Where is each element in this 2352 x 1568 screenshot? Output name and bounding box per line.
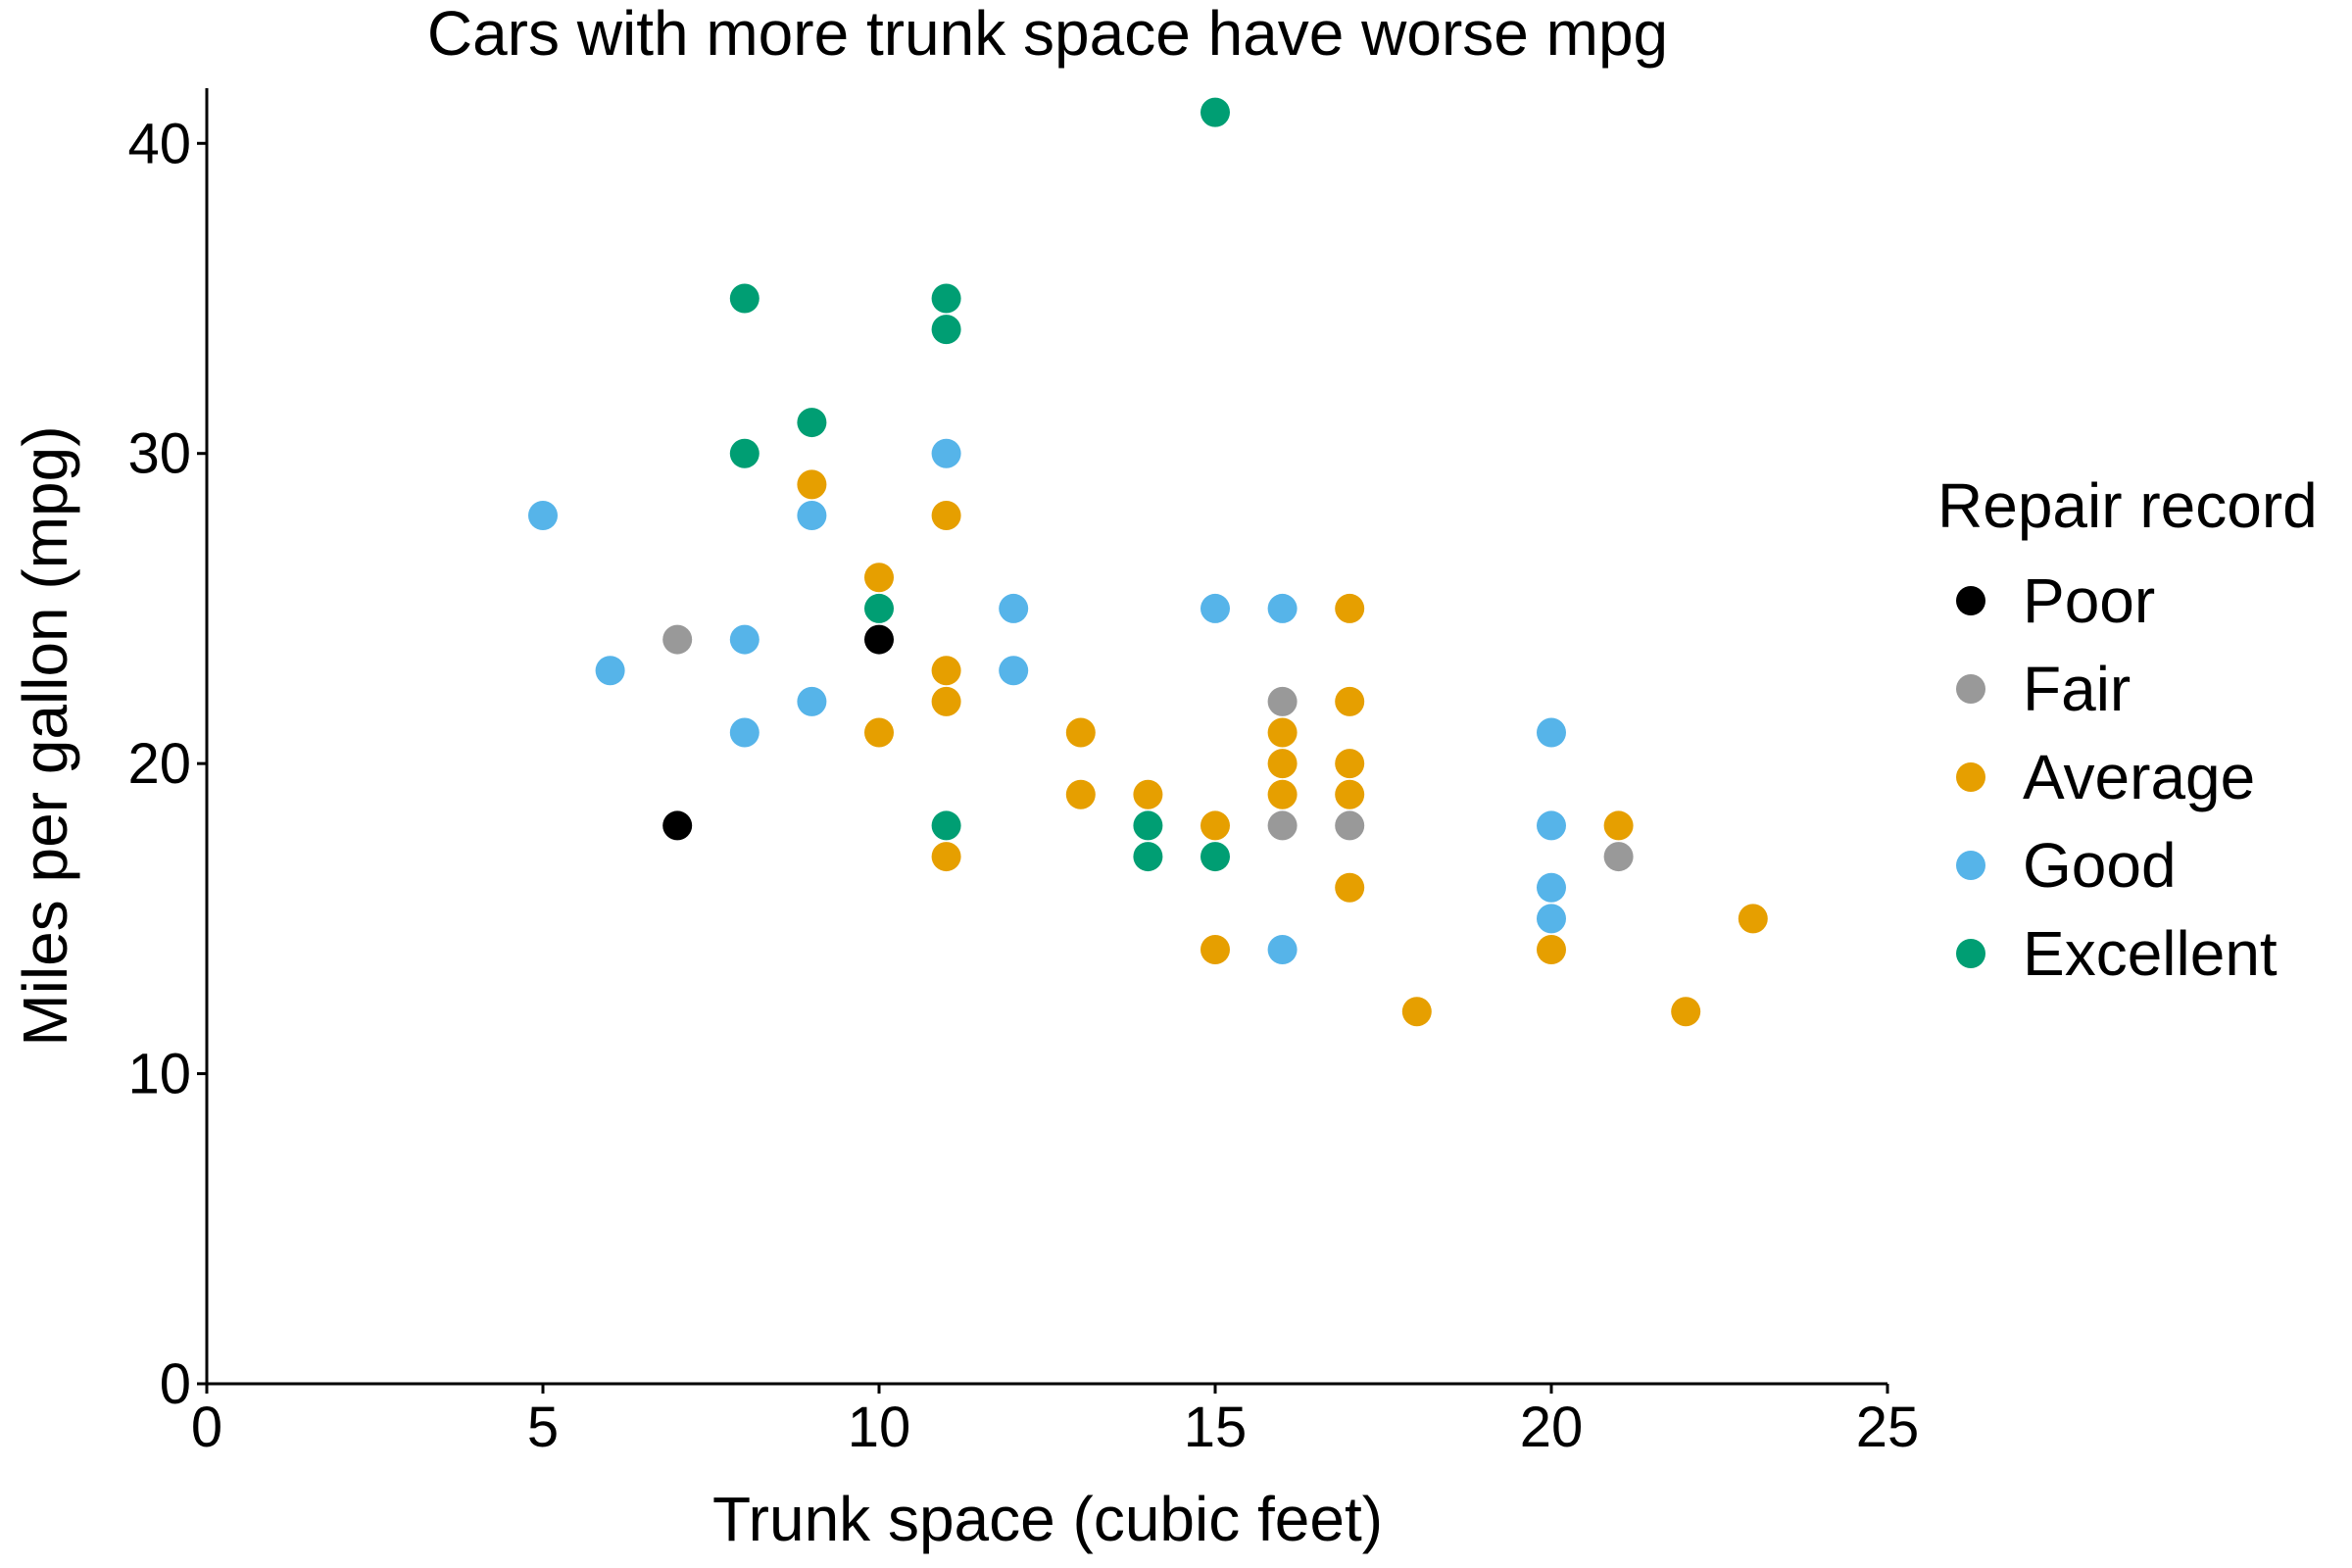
data-point-excellent bbox=[931, 810, 961, 841]
data-point-fair bbox=[1267, 810, 1298, 841]
data-point-good bbox=[729, 717, 760, 748]
data-point-good bbox=[931, 438, 961, 468]
x-axis-ticks: 0 5 10 15 20 25 bbox=[191, 1384, 1919, 1459]
x-axis-label: Trunk space (cubic feet) bbox=[712, 1484, 1383, 1554]
chart-title: Cars with more trunk space have worse mp… bbox=[427, 0, 1668, 69]
data-point-poor bbox=[864, 624, 894, 655]
data-point-excellent bbox=[1200, 97, 1230, 127]
data-point-average bbox=[931, 842, 961, 872]
data-point-excellent bbox=[1133, 810, 1163, 841]
data-point-average bbox=[1267, 749, 1298, 779]
data-point-good bbox=[999, 656, 1029, 686]
data-point-average bbox=[1335, 779, 1365, 809]
y-tick-label: 0 bbox=[160, 1352, 191, 1416]
legend-label-average: Average bbox=[2023, 742, 2255, 812]
data-point-average bbox=[1335, 593, 1365, 623]
y-tick-label: 20 bbox=[127, 732, 191, 796]
data-point-excellent bbox=[797, 408, 827, 438]
data-point-average bbox=[864, 563, 894, 593]
data-point-good bbox=[1537, 810, 1566, 841]
data-point-average bbox=[1065, 779, 1096, 809]
x-tick-label: 0 bbox=[191, 1396, 222, 1459]
data-point-good bbox=[595, 656, 625, 686]
legend-label-poor: Poor bbox=[2023, 565, 2155, 636]
data-point-good bbox=[729, 624, 760, 655]
data-point-average bbox=[931, 501, 961, 530]
data-point-excellent bbox=[1200, 842, 1230, 872]
y-tick-label: 30 bbox=[127, 422, 191, 486]
data-point-average bbox=[1335, 686, 1365, 716]
data-point-average bbox=[1133, 779, 1163, 809]
legend-label-fair: Fair bbox=[2023, 654, 2131, 724]
data-point-average bbox=[931, 656, 961, 686]
x-tick-label: 10 bbox=[848, 1396, 911, 1459]
data-point-average bbox=[1200, 810, 1230, 841]
legend-label-good: Good bbox=[2023, 830, 2177, 901]
data-point-average bbox=[1065, 717, 1096, 748]
y-axis-ticks: 0 10 20 30 40 bbox=[127, 112, 207, 1416]
data-point-good bbox=[528, 501, 558, 530]
data-point-good bbox=[1200, 593, 1230, 623]
data-point-average bbox=[1738, 904, 1768, 934]
x-tick-label: 20 bbox=[1520, 1396, 1584, 1459]
data-point-good bbox=[797, 686, 827, 716]
data-point-excellent bbox=[931, 283, 961, 314]
data-point-average bbox=[1200, 935, 1230, 964]
data-point-average bbox=[1537, 935, 1566, 964]
legend-swatch-poor bbox=[1956, 586, 1985, 615]
data-point-good bbox=[1267, 593, 1298, 623]
legend-swatch-fair bbox=[1956, 674, 1985, 704]
data-point-good bbox=[797, 501, 827, 530]
data-points bbox=[528, 97, 1768, 1027]
legend-swatch-excellent bbox=[1956, 939, 1985, 968]
data-point-average bbox=[864, 717, 894, 748]
data-point-fair bbox=[662, 624, 693, 655]
data-point-average bbox=[931, 686, 961, 716]
data-point-fair bbox=[1267, 686, 1298, 716]
x-tick-label: 5 bbox=[527, 1396, 559, 1459]
data-point-excellent bbox=[864, 593, 894, 623]
legend-items: Poor Fair Average Good Excellent bbox=[1956, 565, 2278, 989]
data-point-average bbox=[797, 469, 827, 500]
data-point-average bbox=[1267, 779, 1298, 809]
data-point-average bbox=[1335, 749, 1365, 779]
data-point-excellent bbox=[729, 438, 760, 468]
x-tick-label: 15 bbox=[1184, 1396, 1248, 1459]
data-point-average bbox=[1603, 810, 1634, 841]
data-point-good bbox=[1537, 872, 1566, 903]
data-point-good bbox=[1537, 717, 1566, 748]
y-axis-label: Miles per gallon (mpg) bbox=[10, 425, 80, 1046]
data-point-fair bbox=[1335, 810, 1365, 841]
data-point-excellent bbox=[1133, 842, 1163, 872]
data-point-fair bbox=[1603, 842, 1634, 872]
data-point-good bbox=[999, 593, 1029, 623]
legend-label-excellent: Excellent bbox=[2023, 918, 2278, 989]
legend: Repair record Poor Fair Average Good Excelle… bbox=[1937, 470, 2318, 989]
data-point-good bbox=[1267, 935, 1298, 964]
data-point-good bbox=[1537, 904, 1566, 934]
x-tick-label: 25 bbox=[1856, 1396, 1920, 1459]
data-point-poor bbox=[662, 810, 693, 841]
data-point-average bbox=[1335, 872, 1365, 903]
data-point-average bbox=[1267, 717, 1298, 748]
legend-title: Repair record bbox=[1937, 470, 2318, 541]
data-point-average bbox=[1401, 997, 1432, 1027]
data-point-excellent bbox=[931, 315, 961, 345]
y-tick-label: 40 bbox=[127, 112, 191, 175]
legend-swatch-average bbox=[1956, 762, 1985, 792]
data-point-average bbox=[1671, 997, 1701, 1027]
legend-swatch-good bbox=[1956, 851, 1985, 880]
plot-area: 0 5 10 15 20 25 0 10 20 30 40 bbox=[127, 88, 1919, 1459]
y-tick-label: 10 bbox=[127, 1043, 191, 1106]
data-point-excellent bbox=[729, 283, 760, 314]
